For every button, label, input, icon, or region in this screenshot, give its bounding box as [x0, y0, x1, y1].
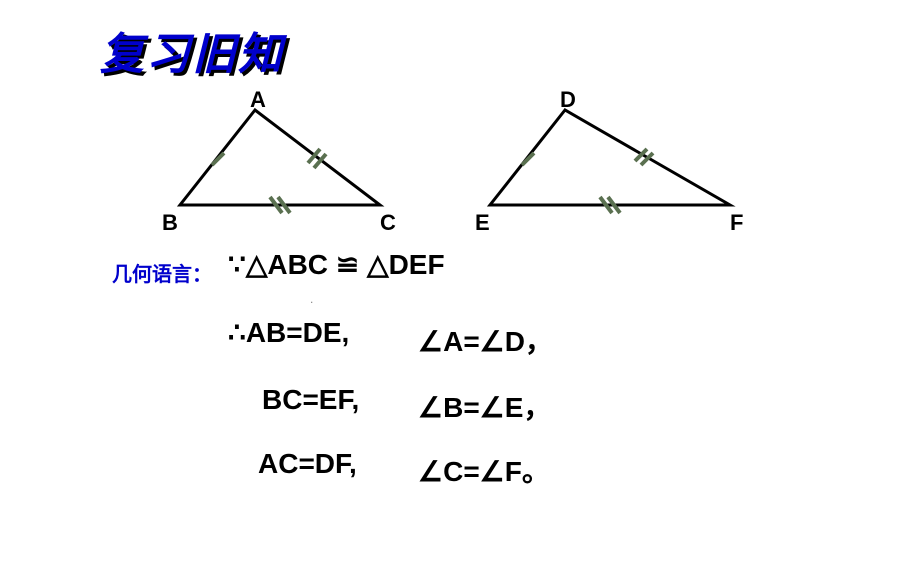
triangle-abc	[180, 110, 380, 205]
label-e: E	[475, 210, 490, 236]
label-c: C	[380, 210, 396, 236]
triangle-diagram: A B C D E F	[170, 95, 750, 235]
line-angle-a-d: ∠A=∠D，	[418, 320, 553, 360]
line-angle-c-f: ∠C=∠F。	[418, 450, 550, 490]
geometry-language-label: 几何语言：	[112, 258, 212, 287]
triangles-svg	[170, 95, 750, 235]
label-f: F	[730, 210, 743, 236]
line-ab-de: ∴AB=DE,	[228, 316, 349, 349]
line-bc-ef: BC=EF,	[262, 384, 359, 416]
page-indicator: .	[310, 292, 313, 306]
line-congruent: ∵△ABC ≌ △DEF	[228, 248, 445, 281]
label-d: D	[560, 87, 576, 113]
label-a: A	[250, 87, 266, 113]
triangle-def	[490, 110, 730, 205]
line-angle-b-e: ∠B=∠E，	[418, 386, 551, 426]
label-b: B	[162, 210, 178, 236]
line-ac-df: AC=DF,	[258, 448, 357, 480]
page-title: 复习旧知	[100, 18, 284, 82]
